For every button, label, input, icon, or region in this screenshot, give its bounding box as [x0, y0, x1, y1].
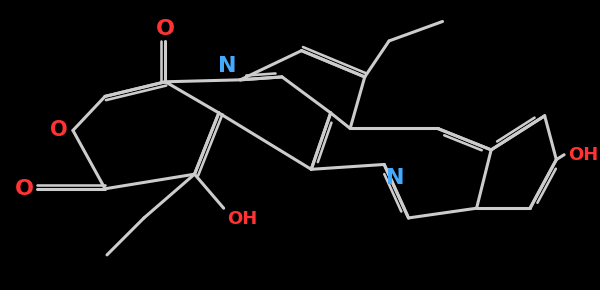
Text: O: O	[156, 19, 175, 39]
Text: N: N	[386, 168, 404, 188]
Text: O: O	[15, 179, 34, 199]
Text: OH: OH	[568, 146, 598, 164]
Text: OH: OH	[227, 210, 258, 228]
Text: O: O	[50, 120, 68, 140]
Text: N: N	[218, 56, 236, 76]
